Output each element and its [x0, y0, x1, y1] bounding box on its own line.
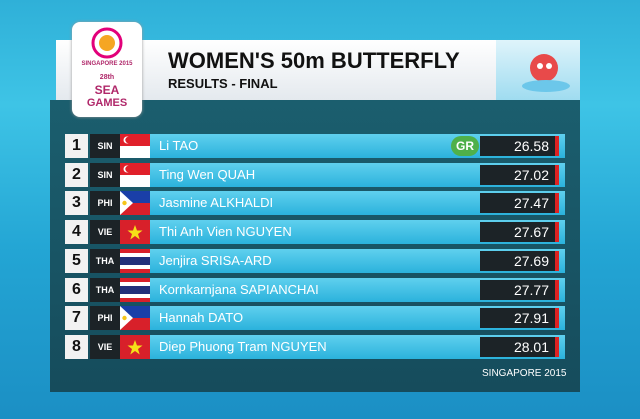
country-code: PHI	[90, 191, 120, 216]
rank: 1	[65, 134, 88, 158]
country-code: SIN	[90, 162, 120, 187]
time: 27.91	[513, 310, 549, 327]
time: 26.58	[513, 138, 549, 154]
record-badge: GR	[451, 136, 479, 156]
flag-icon	[120, 306, 150, 331]
time-box: 27.02	[480, 164, 555, 185]
flag	[120, 334, 150, 364]
time: 27.77	[513, 281, 549, 298]
time-box: 27.47	[480, 193, 555, 214]
result-row: 5 THA Jenjira SRISA-ARD 27.69	[65, 248, 565, 273]
country-code: PHI	[90, 306, 120, 331]
logo-emblem	[91, 27, 123, 59]
time-accent	[555, 193, 559, 214]
flag	[120, 220, 150, 249]
flag	[120, 277, 150, 307]
flag-icon	[120, 248, 150, 273]
flag-icon	[120, 162, 150, 187]
games-logo: SINGAPORE 2015 28th SEA GAMES	[72, 22, 142, 117]
flag	[120, 134, 150, 163]
flag-icon	[120, 134, 150, 158]
result-row: 3 PHI Jasmine ALKHALDI 27.47	[65, 191, 565, 216]
time: 27.47	[513, 195, 549, 212]
rank: 3	[65, 191, 88, 216]
flag-icon	[120, 334, 150, 359]
country-code: THA	[90, 277, 120, 302]
subtitle: RESULTS - FINAL	[168, 76, 278, 91]
title: WOMEN'S 50m BUTTERFLY	[168, 48, 460, 73]
country-code: SIN	[90, 134, 120, 158]
time: 27.02	[513, 166, 549, 183]
logo-games: GAMES	[86, 97, 128, 109]
time-accent	[555, 136, 559, 156]
rank: 7	[65, 306, 88, 331]
rank: 5	[65, 248, 88, 273]
mascot	[522, 54, 570, 92]
time-box: 27.67	[480, 222, 555, 243]
time-accent	[555, 308, 559, 329]
time-accent	[555, 164, 559, 185]
time-accent	[555, 279, 559, 300]
result-row: 1 SIN Li TAO GR 26.58	[65, 134, 565, 158]
country-code: VIE	[90, 334, 120, 359]
time-box: 26.58	[480, 136, 555, 156]
mascot-panel	[496, 40, 580, 100]
time-accent	[555, 222, 559, 243]
time-box: 28.01	[480, 336, 555, 357]
country-code: VIE	[90, 220, 120, 245]
flag-icon	[120, 191, 150, 216]
flag-icon	[120, 277, 150, 302]
flag	[120, 191, 150, 220]
flag	[120, 248, 150, 278]
flag-icon	[120, 220, 150, 245]
result-row: 4 VIE Thi Anh Vien NGUYEN 27.67	[65, 220, 565, 245]
time: 27.67	[513, 224, 549, 241]
rank: 8	[65, 334, 88, 359]
flag	[120, 306, 150, 335]
result-row: 6 THA Kornkarnjana SAPIANCHAI 27.77	[65, 277, 565, 302]
rank: 2	[65, 162, 88, 187]
time-box: 27.77	[480, 279, 555, 300]
flag	[120, 162, 150, 192]
result-row: 2 SIN Ting Wen QUAH 27.02	[65, 162, 565, 187]
rank: 6	[65, 277, 88, 302]
time-box: 27.69	[480, 250, 555, 271]
result-row: 7 PHI Hannah DATO 27.91	[65, 306, 565, 331]
time: 28.01	[513, 338, 549, 355]
country-code: THA	[90, 248, 120, 273]
rank: 4	[65, 220, 88, 245]
logo-city: SINGAPORE 2015	[81, 61, 133, 67]
time: 27.69	[513, 252, 549, 269]
footer: SINGAPORE 2015	[482, 368, 567, 379]
result-row: 8 VIE Diep Phuong Tram NGUYEN 28.01	[65, 334, 565, 359]
time-accent	[555, 250, 559, 271]
time-box: 27.91	[480, 308, 555, 329]
logo-name: SEA	[94, 83, 120, 97]
time-accent	[555, 336, 559, 357]
logo-edition: 28th	[99, 74, 115, 81]
